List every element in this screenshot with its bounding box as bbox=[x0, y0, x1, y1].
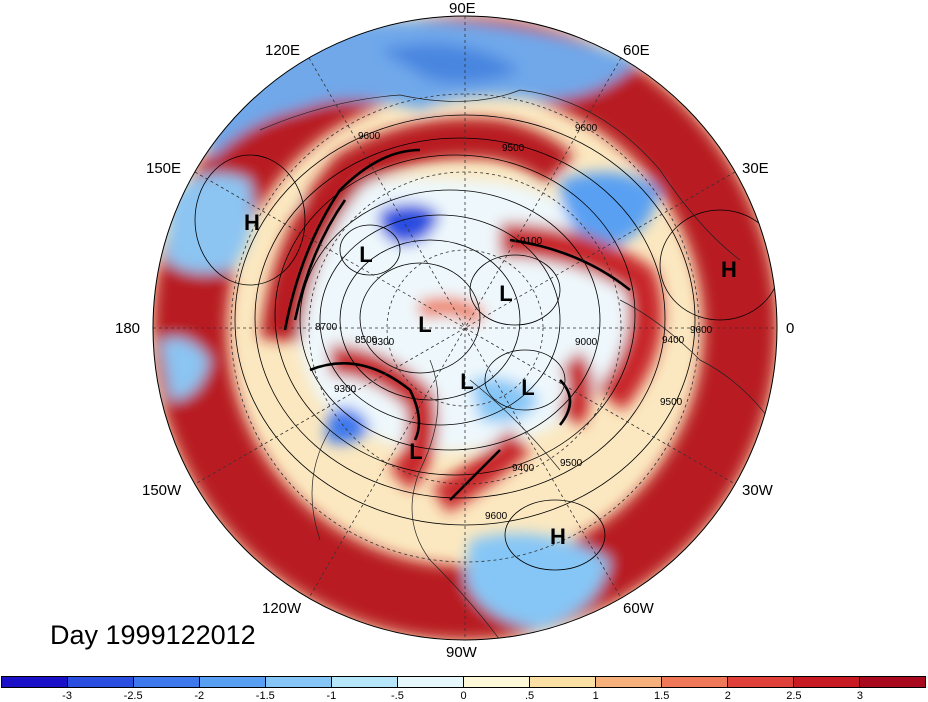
colorbar-tick-label: -1.5 bbox=[255, 690, 275, 702]
contour-label: 9300 bbox=[372, 337, 395, 348]
colorbar-swatch bbox=[200, 677, 266, 687]
colorbar-tick-label: -.5 bbox=[391, 690, 404, 702]
high-pressure-symbol: H bbox=[721, 257, 737, 282]
high-pressure-symbol: H bbox=[550, 524, 566, 549]
colorbar-swatch bbox=[728, 677, 794, 687]
low-pressure-symbol: L bbox=[521, 375, 535, 400]
colorbar-tick-label: -2 bbox=[194, 690, 205, 702]
contour-label: 9400 bbox=[662, 335, 685, 346]
contour-label: 9100 bbox=[520, 236, 543, 247]
high-pressure-symbol: H bbox=[244, 210, 260, 235]
colorbar-tick-label: -2.5 bbox=[123, 690, 143, 702]
colorbar-swatch bbox=[662, 677, 728, 687]
colorbar-swatch bbox=[2, 677, 68, 687]
low-pressure-symbol: L bbox=[359, 242, 373, 267]
longitude-label-30w: 30W bbox=[742, 482, 773, 499]
low-pressure-symbol: L bbox=[499, 281, 513, 306]
low-pressure-symbol: L bbox=[409, 439, 423, 464]
colorbar-swatch bbox=[530, 677, 596, 687]
colorbar-tick-label: 2.5 bbox=[786, 690, 802, 702]
colorbar-swatch bbox=[266, 677, 332, 687]
colorbar-tick-label: 2 bbox=[724, 690, 731, 702]
longitude-label-60w: 60W bbox=[623, 600, 654, 617]
colorbar-swatch bbox=[68, 677, 134, 687]
longitude-label-60e: 60E bbox=[623, 42, 650, 59]
longitude-label-180: 180 bbox=[115, 320, 141, 337]
contour-label: 9400 bbox=[512, 463, 535, 474]
colorbar-swatch bbox=[860, 677, 925, 687]
colorbar-swatch bbox=[794, 677, 860, 687]
longitude-label-150w: 150W bbox=[142, 482, 182, 499]
colorbar bbox=[1, 676, 926, 688]
anomaly-field bbox=[153, 16, 777, 640]
contour-label: 9600 bbox=[575, 123, 598, 134]
low-pressure-symbol: L bbox=[460, 369, 474, 394]
colorbar-swatch bbox=[398, 677, 464, 687]
colorbar-tick-label: 0 bbox=[460, 690, 467, 702]
colorbar-swatch bbox=[134, 677, 200, 687]
colorbar-tick-label: -1 bbox=[326, 690, 337, 702]
longitude-label-30e: 30E bbox=[742, 160, 769, 177]
contour-label: 8700 bbox=[315, 322, 338, 333]
colorbar-swatch bbox=[332, 677, 398, 687]
contour-label: 9600 bbox=[485, 511, 508, 522]
contour-label: 9500 bbox=[502, 143, 525, 154]
contour-label: 9600 bbox=[358, 131, 381, 142]
low-pressure-symbol: L bbox=[418, 312, 432, 337]
longitude-label-120w: 120W bbox=[262, 600, 302, 617]
map-title: Day 1999122012 bbox=[50, 620, 256, 650]
longitude-label-0: 0 bbox=[786, 320, 795, 337]
colorbar-tick-label: 1 bbox=[592, 690, 599, 702]
contour-label: 8500 bbox=[355, 335, 378, 346]
contour-label: 9500 bbox=[560, 458, 583, 469]
colorbar-tick-label: -3 bbox=[62, 690, 72, 702]
longitude-label-120e: 120E bbox=[265, 42, 301, 59]
contour-label: 9500 bbox=[660, 397, 683, 408]
longitude-label-150e: 150E bbox=[146, 160, 182, 177]
colorbar-swatch bbox=[464, 677, 530, 687]
colorbar-tick-label: 3 bbox=[856, 690, 863, 702]
colorbar-tick-label: .5 bbox=[524, 690, 535, 702]
contour-label: 9000 bbox=[575, 337, 598, 348]
contour-label: 9300 bbox=[334, 384, 357, 395]
longitude-label-90w: 90W bbox=[446, 644, 477, 661]
longitude-label-90e: 90E bbox=[449, 0, 476, 17]
colorbar-swatch bbox=[596, 677, 662, 687]
colorbar-tick-label: 1.5 bbox=[654, 690, 670, 702]
contour-label: 9600 bbox=[690, 325, 713, 336]
